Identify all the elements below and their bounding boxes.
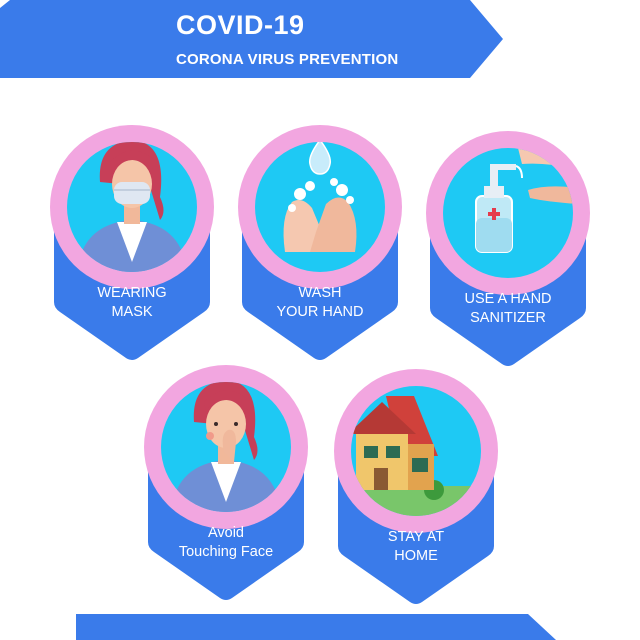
card-wash-hand: WASH YOUR HAND (230, 112, 410, 362)
footer-banner (76, 614, 556, 640)
card-label: Avoid Touching Face (146, 524, 306, 562)
card-label-line2: Touching Face (178, 544, 274, 560)
header-banner (0, 0, 503, 78)
touch-face-icon (171, 382, 281, 512)
hand-wash-icon (283, 142, 357, 252)
card-label-line1: USE A HAND (464, 291, 552, 307)
card-label-line2: SANITIZER (470, 310, 546, 326)
house-icon (351, 396, 481, 516)
card-label: STAY AT HOME (336, 528, 496, 566)
card-label-line2: YOUR HAND (276, 304, 364, 320)
card-label: USE A HAND SANITIZER (428, 290, 588, 328)
card-label-line1: STAY AT (387, 529, 445, 545)
mask-person-icon (77, 142, 187, 272)
card-hand-sanitizer: USE A HAND SANITIZER (418, 118, 598, 368)
card-label-line1: Avoid (207, 525, 244, 541)
card-label: WEARING MASK (52, 284, 212, 322)
page-subtitle: CORONA VIRUS PREVENTION (176, 51, 399, 68)
card-avoid-touching-face: Avoid Touching Face (136, 352, 316, 602)
page-title: COVID-19 (176, 10, 305, 40)
sanitizer-icon (475, 148, 573, 253)
card-label-line1: WASH (298, 285, 342, 301)
card-stay-at-home: STAY AT HOME (326, 356, 506, 606)
card-label: WASH YOUR HAND (240, 284, 400, 322)
card-wearing-mask: WEARING MASK (42, 112, 222, 362)
card-label-line1: WEARING (97, 285, 167, 301)
card-label-line2: HOME (394, 548, 438, 564)
card-label-line2: MASK (111, 304, 153, 320)
